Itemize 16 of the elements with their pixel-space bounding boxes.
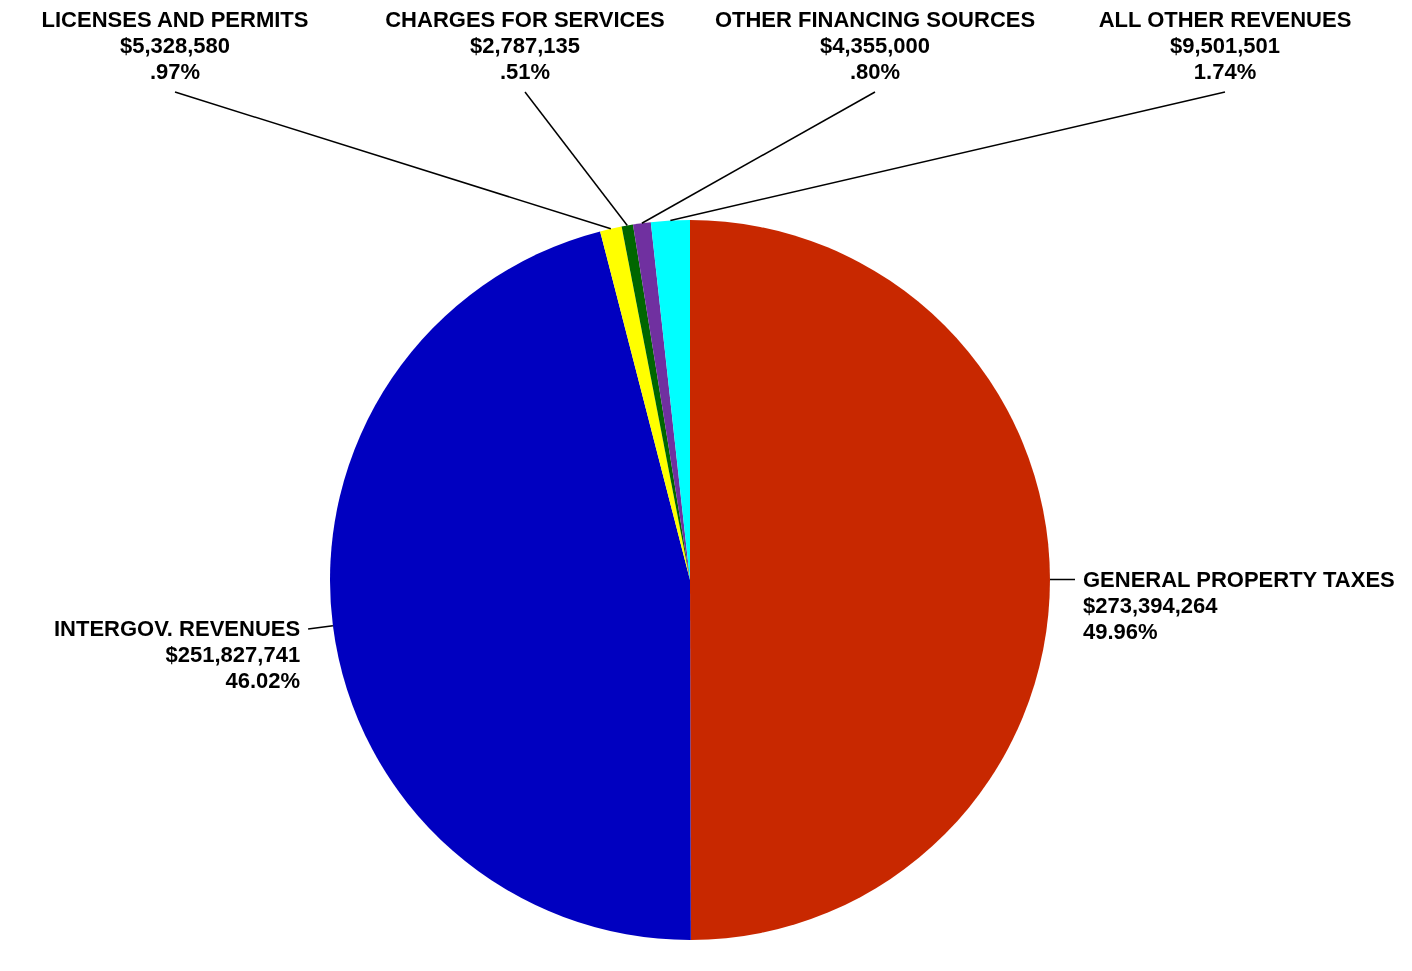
slice-label: OTHER FINANCING SOURCES [714,7,1036,32]
data-label: $4,355,000 .80% [819,33,931,84]
slice-label: INTERGOV. REVENUES [53,615,301,641]
data-label: $9,501,501 1.74% [1169,33,1281,84]
data-label: $5,328,580 .97% [119,33,231,84]
data-label: $2,787,135 .51% [469,33,581,84]
pie-slice [330,231,691,940]
pie-slice [600,226,690,580]
pie-slice [632,222,690,580]
data-label: $251,827,741 46.02% [165,641,301,693]
pie-slice [690,220,1050,940]
slice-label: GENERAL PROPERTY TAXES [1083,566,1395,592]
slice-label: CHARGES FOR SERVICES [385,7,665,32]
slice-label: LICENSES AND PERMITS [41,7,309,32]
data-label: $273,394,264 49.96% [1083,592,1219,644]
slice-label: ALL OTHER REVENUES [1098,7,1352,32]
